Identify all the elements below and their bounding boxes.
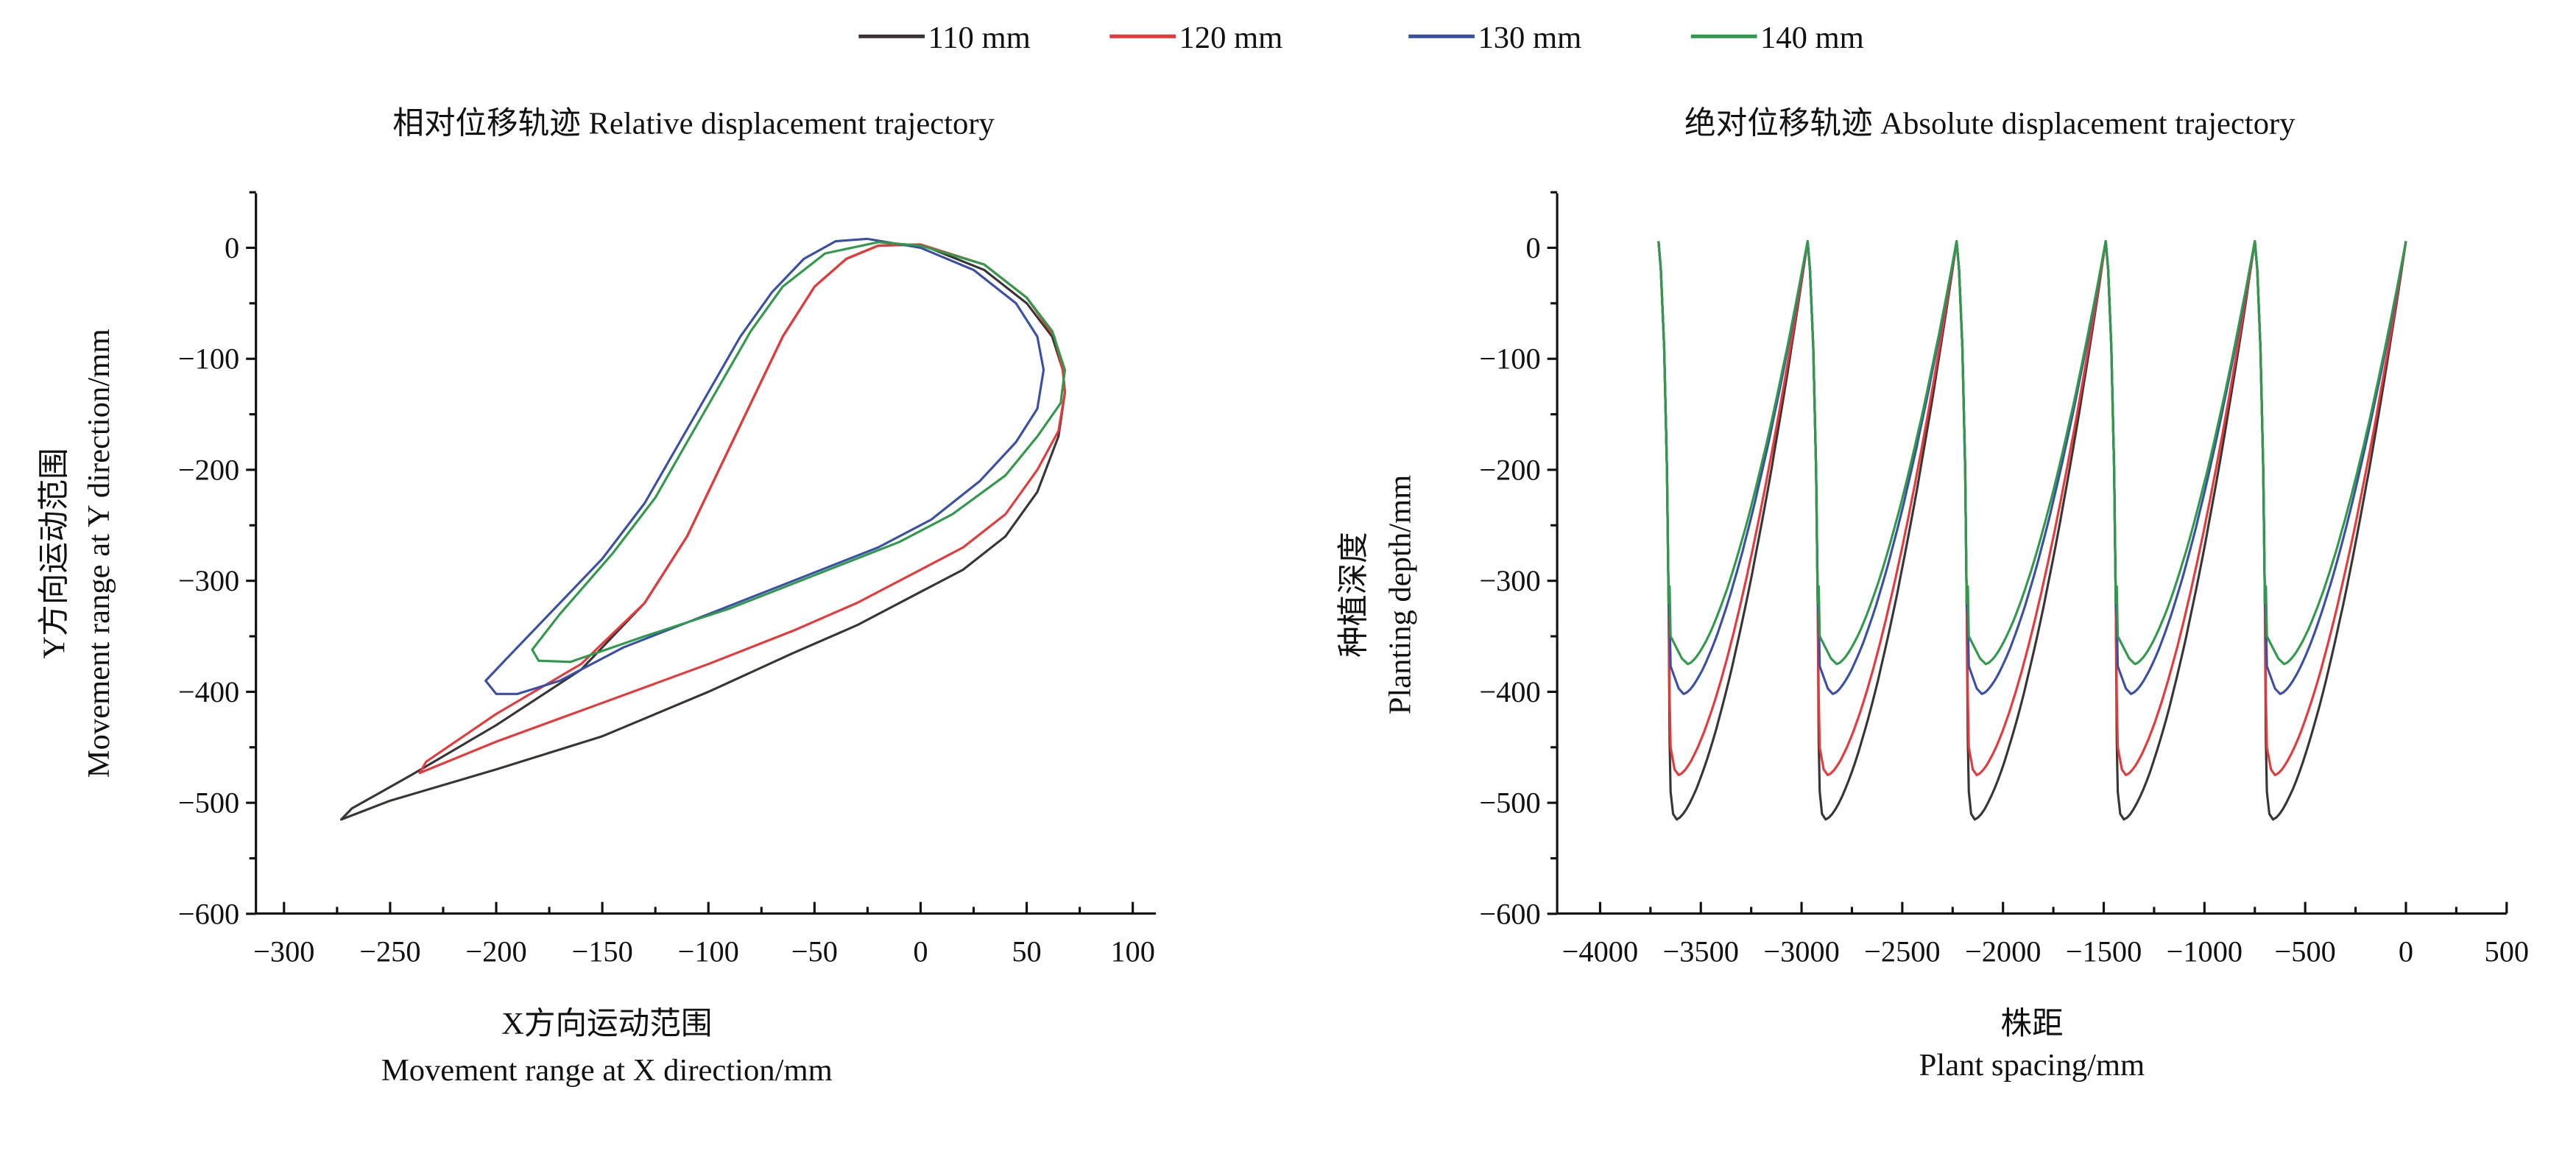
y-tick-label: −600 bbox=[178, 897, 239, 930]
y-tick-label: −400 bbox=[1479, 675, 1540, 708]
series-line-140-mm bbox=[531, 241, 1067, 664]
y-tick-label: −600 bbox=[1479, 897, 1540, 930]
x-tick-label: −100 bbox=[678, 935, 739, 968]
y-axis-label-cn: 种植深度 bbox=[1337, 532, 1372, 657]
x-tick-label: −4000 bbox=[1562, 935, 1638, 968]
legend: 110 mm 120 mm 130 mm 140 mm bbox=[858, 21, 1864, 55]
x-axis-label: Movement range at X direction/mm bbox=[381, 1053, 833, 1088]
x-tick-label: 0 bbox=[913, 935, 928, 968]
legend-item: 130 mm bbox=[1408, 21, 1581, 55]
y-tick-label: −500 bbox=[178, 787, 239, 820]
legend-item: 110 mm bbox=[858, 21, 1031, 55]
y-tick-label: 0 bbox=[225, 231, 239, 264]
legend-item: 140 mm bbox=[1690, 21, 1864, 55]
y-axis-label: Planting depth/mm bbox=[1383, 475, 1417, 714]
y-tick-label: −100 bbox=[1479, 342, 1540, 376]
x-tick-label: −50 bbox=[791, 935, 838, 968]
legend-label: 110 mm bbox=[928, 21, 1031, 55]
x-tick-label: −150 bbox=[571, 935, 632, 968]
series-line-120-mm bbox=[1657, 239, 2407, 776]
y-tick-label: −200 bbox=[1479, 453, 1540, 486]
x-tick-label: −2500 bbox=[1864, 935, 1940, 968]
x-tick-label: −250 bbox=[359, 935, 420, 968]
x-tick-label: −200 bbox=[465, 935, 526, 968]
series-line-120-mm bbox=[418, 243, 1067, 775]
y-tick-label: −400 bbox=[178, 675, 239, 708]
x-tick-label: −300 bbox=[253, 935, 314, 968]
x-axis-label-cn: X方向运动范围 bbox=[501, 1007, 712, 1041]
x-tick-label: −3000 bbox=[1763, 935, 1839, 968]
x-tick-label: −500 bbox=[2275, 935, 2336, 968]
y-axis-label: Movement range at Y direction/mm bbox=[82, 329, 116, 778]
series-line-140-mm bbox=[1657, 239, 2407, 666]
y-axis-label-cn: Y方向运动范围 bbox=[37, 448, 71, 658]
legend-label: 140 mm bbox=[1760, 21, 1864, 55]
x-tick-label: −2000 bbox=[1965, 935, 2041, 968]
y-tick-label: −300 bbox=[178, 564, 239, 597]
legend-item: 120 mm bbox=[1109, 21, 1282, 55]
absolute-trajectory-chart: 绝对位移轨迹 Absolute displacement trajectory 0… bbox=[1337, 107, 2529, 1083]
relative-trajectory-chart: 相对位移轨迹 Relative displacement trajectory 0… bbox=[37, 107, 1157, 1088]
series-line-130-mm bbox=[484, 237, 1045, 695]
y-tick-label: −500 bbox=[1479, 787, 1540, 820]
legend-label: 120 mm bbox=[1179, 21, 1282, 55]
x-tick-label: 0 bbox=[2399, 935, 2413, 968]
series-line-110-mm bbox=[1657, 239, 2407, 821]
x-axis-label: Plant spacing/mm bbox=[1919, 1048, 2145, 1083]
y-tick-label: −200 bbox=[178, 453, 239, 486]
x-axis-label-cn: 株距 bbox=[2000, 1007, 2063, 1041]
x-tick-label: 500 bbox=[2485, 935, 2530, 968]
x-tick-label: 50 bbox=[1012, 935, 1041, 968]
y-tick-label: −300 bbox=[1479, 564, 1540, 597]
series-line-110-mm bbox=[340, 243, 1067, 821]
y-tick-label: 0 bbox=[1525, 231, 1540, 264]
x-tick-label: −1000 bbox=[2167, 935, 2242, 968]
x-tick-label: −1500 bbox=[2066, 935, 2142, 968]
legend-label: 130 mm bbox=[1478, 21, 1581, 55]
x-tick-label: −3500 bbox=[1662, 935, 1738, 968]
y-tick-label: −100 bbox=[178, 342, 239, 376]
chart-title: 绝对位移轨迹 Absolute displacement trajectory bbox=[1684, 107, 2296, 141]
chart-title: 相对位移轨迹 Relative displacement trajectory bbox=[392, 107, 995, 141]
x-tick-label: 100 bbox=[1110, 935, 1155, 968]
